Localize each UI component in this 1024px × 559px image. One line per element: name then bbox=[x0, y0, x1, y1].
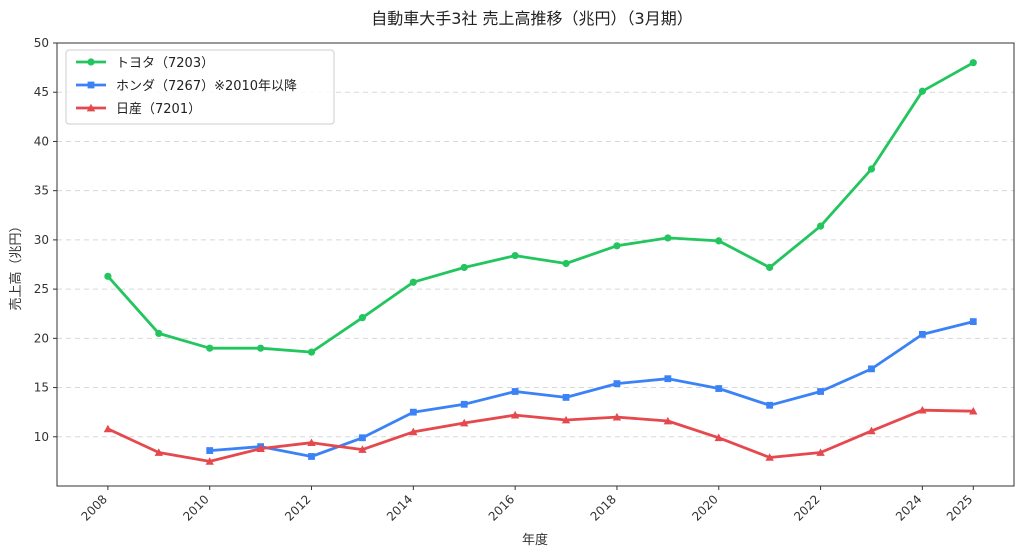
series-line bbox=[106, 408, 975, 463]
legend-box bbox=[65, 49, 335, 125]
data-point bbox=[409, 408, 417, 416]
data-point bbox=[154, 448, 164, 456]
data-point bbox=[867, 165, 876, 173]
x-tick-label: 2020 bbox=[689, 492, 720, 523]
chart-title: 自動車大手3社 売上高推移（兆円）（3月期） bbox=[371, 9, 692, 28]
data-point bbox=[715, 385, 723, 392]
plot-frame bbox=[56, 42, 1015, 487]
data-point bbox=[359, 434, 366, 442]
data-point bbox=[103, 424, 113, 433]
y-tick-label: 30 bbox=[34, 233, 49, 247]
data-point bbox=[817, 388, 824, 395]
data-point bbox=[511, 252, 519, 260]
data-point bbox=[816, 448, 825, 456]
data-point bbox=[206, 447, 214, 454]
data-point bbox=[714, 433, 723, 442]
data-point bbox=[256, 444, 265, 452]
x-tick-label: 2022 bbox=[791, 492, 822, 523]
x-tick-label: 2024 bbox=[893, 492, 924, 523]
data-point bbox=[510, 410, 520, 419]
data-point bbox=[663, 416, 673, 425]
y-tick-label: 35 bbox=[34, 184, 49, 198]
data-point bbox=[307, 348, 316, 356]
legend-label: 日産（7201） bbox=[116, 101, 201, 117]
data-point bbox=[307, 438, 316, 447]
data-point bbox=[664, 234, 672, 242]
y-tick-label: 10 bbox=[34, 430, 49, 444]
x-axis-label: 年度 bbox=[522, 532, 548, 548]
series-line bbox=[106, 61, 975, 354]
data-point bbox=[358, 314, 367, 322]
series-layer bbox=[103, 59, 978, 465]
data-point bbox=[613, 380, 621, 388]
data-point bbox=[715, 237, 723, 245]
data-point bbox=[409, 427, 418, 436]
data-point bbox=[104, 272, 112, 280]
data-point bbox=[155, 329, 163, 338]
series-1 bbox=[206, 318, 977, 460]
x-tick-label: 2012 bbox=[282, 492, 313, 523]
y-tick-label: 25 bbox=[34, 282, 49, 296]
data-point bbox=[969, 318, 977, 325]
data-point bbox=[409, 278, 417, 286]
legend-label: ホンダ（7267）※2010年以降 bbox=[116, 79, 297, 94]
y-axis-label: 売上高（兆円） bbox=[8, 219, 24, 310]
data-point bbox=[612, 412, 622, 421]
y-axis: 10 15 20 25 30 35 40 45 50 bbox=[34, 36, 57, 444]
data-point bbox=[765, 453, 774, 461]
x-tick-label: 2025 bbox=[944, 492, 975, 523]
x-tick-label: 2010 bbox=[180, 492, 211, 523]
data-point bbox=[816, 222, 825, 230]
data-point bbox=[969, 406, 978, 415]
legend-marker bbox=[86, 103, 96, 112]
data-point bbox=[460, 418, 469, 427]
data-point bbox=[918, 330, 926, 338]
x-tick-label: 2008 bbox=[79, 492, 110, 523]
data-point bbox=[867, 426, 876, 435]
y-tick-label: 40 bbox=[34, 134, 49, 148]
data-point bbox=[460, 400, 468, 408]
legend-marker bbox=[87, 81, 95, 89]
data-point bbox=[460, 263, 468, 272]
legend-marker bbox=[87, 58, 95, 66]
data-point bbox=[766, 401, 774, 409]
data-point bbox=[206, 344, 214, 352]
data-point bbox=[562, 394, 570, 401]
data-point bbox=[918, 405, 927, 414]
y-tick-label: 45 bbox=[34, 85, 49, 99]
y-tick-label: 20 bbox=[34, 331, 49, 345]
data-point bbox=[257, 344, 265, 352]
data-point bbox=[358, 445, 367, 453]
data-point bbox=[562, 259, 570, 268]
data-point bbox=[308, 453, 315, 460]
legend-label: トヨタ（7203） bbox=[116, 56, 214, 71]
data-point bbox=[613, 242, 621, 250]
x-tick-label: 2016 bbox=[486, 492, 517, 523]
series-0 bbox=[104, 59, 977, 356]
series-2 bbox=[103, 405, 978, 465]
x-tick-label: 2014 bbox=[384, 492, 415, 523]
data-point bbox=[918, 87, 926, 95]
data-point bbox=[205, 457, 214, 465]
data-point bbox=[561, 415, 571, 424]
data-point bbox=[664, 375, 672, 383]
data-point bbox=[868, 365, 875, 373]
data-point bbox=[766, 263, 774, 272]
x-tick-label: 2018 bbox=[588, 492, 619, 523]
data-point bbox=[511, 388, 519, 395]
x-axis: 2008 2010 2012 2014 2016 2018 2020 2022 2024 2025 bbox=[79, 486, 975, 524]
data-point bbox=[969, 59, 977, 67]
y-tick-label: 15 bbox=[34, 381, 49, 395]
y-tick-label: 50 bbox=[34, 36, 49, 50]
